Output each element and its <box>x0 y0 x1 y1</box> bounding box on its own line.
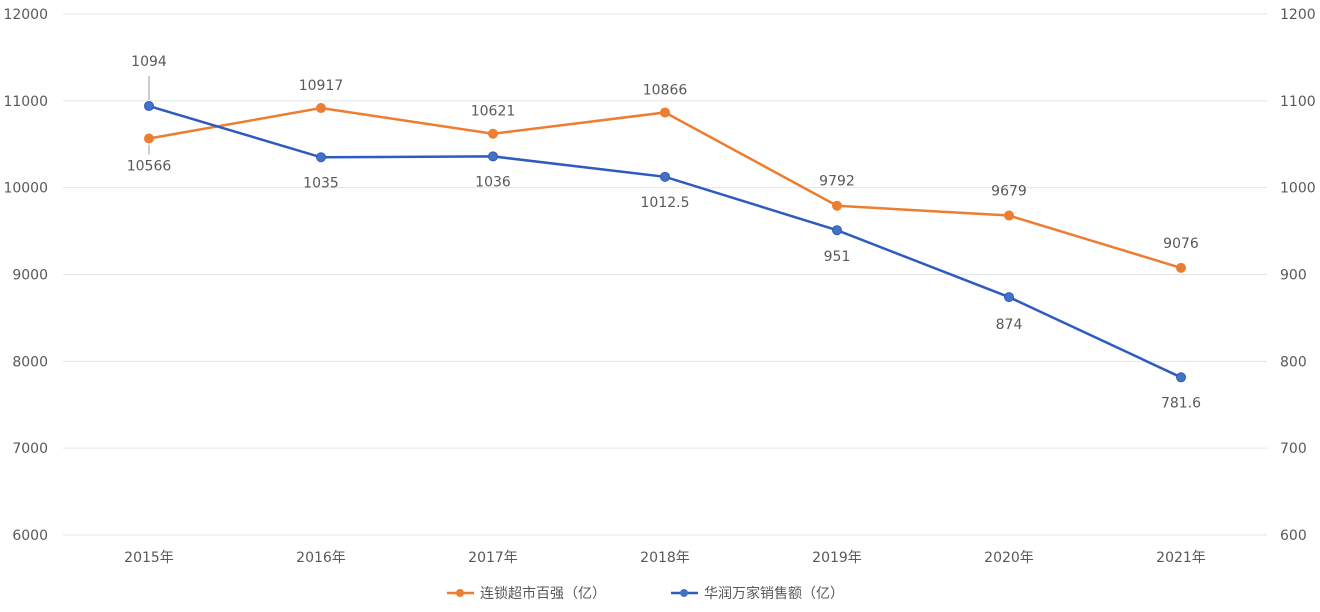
gridlines <box>63 13 1267 536</box>
x-tick-label: 2017年 <box>468 550 518 566</box>
data-label: 1012.5 <box>641 195 690 211</box>
x-tick-label: 2021年 <box>1156 550 1206 566</box>
data-label: 10566 <box>127 159 172 175</box>
right-tick-label: 600 <box>1280 528 1307 544</box>
right-axis-ticks: 600 700 800 900 1000 1100 1200 <box>1280 7 1316 544</box>
data-label: 10917 <box>299 78 344 94</box>
data-label: 781.6 <box>1161 395 1201 411</box>
data-label: 9076 <box>1163 236 1199 252</box>
data-point <box>660 171 670 182</box>
data-point <box>144 133 154 144</box>
left-axis-ticks: 6000 7000 8000 9000 10000 11000 12000 <box>3 7 48 544</box>
data-point <box>832 225 842 236</box>
x-tick-label: 2016年 <box>296 550 346 566</box>
legend-label-chain: 连锁超市百强（亿） <box>480 585 606 602</box>
data-label: 1094 <box>131 54 167 70</box>
data-point <box>1004 210 1014 221</box>
data-label: 10866 <box>643 82 688 98</box>
data-point <box>1176 372 1186 383</box>
data-label: 9792 <box>819 174 855 190</box>
data-label: 1035 <box>303 175 339 191</box>
data-label: 10621 <box>471 104 516 120</box>
left-tick-label: 9000 <box>12 268 48 284</box>
left-tick-label: 8000 <box>12 354 48 370</box>
data-label: 9679 <box>991 184 1027 200</box>
right-tick-label: 1100 <box>1280 94 1316 110</box>
data-point <box>660 107 670 118</box>
x-tick-label: 2015年 <box>124 550 174 566</box>
legend-label-cr: 华润万家销售额（亿） <box>704 585 844 602</box>
left-tick-label: 10000 <box>3 181 48 197</box>
data-point <box>488 151 498 162</box>
right-tick-label: 1000 <box>1280 181 1316 197</box>
left-tick-label: 12000 <box>3 7 48 23</box>
data-point <box>144 101 154 112</box>
x-tick-label: 2019年 <box>812 550 862 566</box>
left-tick-label: 7000 <box>12 441 48 457</box>
data-point <box>832 200 842 211</box>
x-tick-label: 2020年 <box>984 550 1034 566</box>
series-lines: 10566 10917 10621 10866 9792 9679 9076 1094 1035… <box>127 54 1201 411</box>
right-tick-label: 1200 <box>1280 7 1316 23</box>
data-point <box>316 152 326 163</box>
right-tick-label: 700 <box>1280 441 1307 457</box>
data-label: 874 <box>996 317 1023 333</box>
legend-marker-chain <box>456 589 464 597</box>
data-label: 1036 <box>475 174 511 190</box>
right-tick-label: 900 <box>1280 268 1307 284</box>
x-tick-label: 2018年 <box>640 550 690 566</box>
data-point <box>488 128 498 139</box>
series-line-1 <box>148 104 1182 379</box>
x-axis-ticks: 2015年 2016年 2017年 2018年 2019年 2020年 2021年 <box>124 550 1206 566</box>
left-tick-label: 6000 <box>12 528 48 544</box>
legend-marker-cr <box>680 589 688 597</box>
legend: 连锁超市百强（亿） 华润万家销售额（亿） <box>447 585 844 602</box>
right-tick-label: 800 <box>1280 354 1307 370</box>
data-label: 951 <box>824 249 851 265</box>
data-point <box>316 103 326 114</box>
data-point <box>1176 262 1186 273</box>
left-tick-label: 11000 <box>3 94 48 110</box>
data-point <box>1004 292 1014 303</box>
